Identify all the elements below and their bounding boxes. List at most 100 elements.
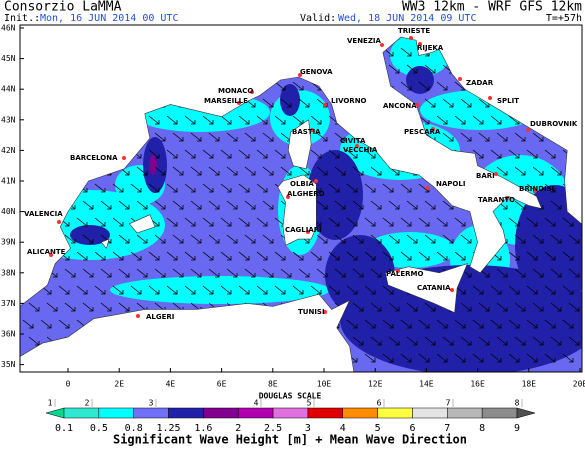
arrow bbox=[472, 115, 484, 125]
tick-label: 1.25 bbox=[156, 423, 180, 434]
init-label: Init.: bbox=[4, 13, 40, 24]
arrow bbox=[94, 217, 106, 227]
arrow bbox=[424, 336, 436, 346]
city-label: ALGERI bbox=[146, 313, 174, 321]
color-bin bbox=[307, 407, 344, 419]
arrow bbox=[526, 285, 538, 295]
arrow bbox=[190, 132, 202, 142]
city-label: VENEZIA bbox=[347, 37, 382, 45]
arrow bbox=[76, 285, 88, 295]
arrow bbox=[148, 251, 160, 261]
arrow bbox=[316, 268, 328, 278]
arrow bbox=[208, 268, 220, 278]
arrow bbox=[562, 285, 574, 295]
arrow bbox=[244, 200, 256, 210]
arrow bbox=[316, 166, 328, 176]
city-dot bbox=[49, 253, 53, 257]
arrow bbox=[544, 285, 556, 295]
arrow bbox=[490, 115, 502, 125]
city-dot bbox=[286, 195, 290, 199]
arrow bbox=[298, 268, 310, 278]
landmass bbox=[385, 263, 468, 314]
arrow bbox=[202, 183, 214, 193]
arrow bbox=[94, 183, 106, 193]
arrow bbox=[82, 234, 94, 244]
arrow bbox=[544, 251, 556, 261]
arrow bbox=[352, 302, 364, 312]
arrow bbox=[418, 251, 430, 261]
arrow bbox=[424, 64, 436, 74]
arrow bbox=[490, 353, 502, 363]
arrow bbox=[436, 353, 448, 363]
arrow bbox=[514, 302, 526, 312]
douglas-label: 5 bbox=[307, 399, 312, 408]
arrow bbox=[568, 268, 580, 278]
arrow bbox=[478, 302, 490, 312]
arrow bbox=[526, 149, 538, 159]
city-dot bbox=[57, 220, 61, 224]
caption: Significant Wave Height [m] + Mean Wave … bbox=[113, 433, 467, 447]
lon-label: 8E bbox=[268, 380, 278, 389]
city-label: PESCARA bbox=[404, 128, 441, 136]
arrow bbox=[328, 149, 340, 159]
arrow bbox=[100, 302, 112, 312]
city-dot bbox=[505, 196, 509, 200]
arrow bbox=[112, 183, 124, 193]
arrow bbox=[472, 353, 484, 363]
arrow bbox=[118, 200, 130, 210]
arrow bbox=[346, 217, 358, 227]
arrow bbox=[172, 166, 184, 176]
arrow bbox=[352, 234, 364, 244]
arrow bbox=[256, 251, 268, 261]
arrow bbox=[442, 98, 454, 108]
arrow bbox=[334, 268, 346, 278]
arrow bbox=[472, 285, 484, 295]
arrow bbox=[262, 132, 274, 142]
city-label: PALERMO bbox=[386, 270, 424, 278]
arrow bbox=[130, 251, 142, 261]
color-bin bbox=[133, 407, 169, 419]
arrow bbox=[202, 285, 214, 295]
arrow bbox=[514, 234, 526, 244]
lat-label: 42N bbox=[1, 146, 16, 155]
arrow bbox=[424, 98, 436, 108]
arrow bbox=[532, 302, 544, 312]
city-label: TRIESTE bbox=[398, 27, 430, 35]
arrow bbox=[208, 132, 220, 142]
arrow bbox=[172, 200, 184, 210]
city-dot bbox=[323, 310, 327, 314]
landmass bbox=[277, 174, 317, 246]
arrow bbox=[382, 251, 394, 261]
color-bin bbox=[481, 407, 518, 419]
arrow bbox=[220, 183, 232, 193]
arrow bbox=[310, 115, 322, 125]
city-label: LIVORNO bbox=[331, 97, 367, 105]
city-label: VALENCIA bbox=[24, 210, 63, 218]
arrow bbox=[280, 166, 292, 176]
arrow bbox=[328, 217, 340, 227]
city-label: BARCELONA bbox=[70, 154, 118, 162]
arrow bbox=[262, 200, 274, 210]
city-label: GENOVA bbox=[300, 68, 333, 76]
arrow bbox=[148, 183, 160, 193]
arrow bbox=[76, 251, 88, 261]
arrow bbox=[460, 98, 472, 108]
arrow bbox=[442, 336, 454, 346]
arrow bbox=[418, 217, 430, 227]
arrow bbox=[94, 251, 106, 261]
arrow bbox=[244, 234, 256, 244]
arrow bbox=[370, 234, 382, 244]
arrow bbox=[226, 166, 238, 176]
arrow bbox=[454, 353, 466, 363]
tick-label: 4 bbox=[340, 423, 346, 434]
arrow bbox=[118, 234, 130, 244]
color-bin bbox=[272, 407, 309, 419]
arrow bbox=[544, 183, 556, 193]
arrow bbox=[562, 251, 574, 261]
arrow bbox=[508, 319, 520, 329]
city-dot bbox=[458, 77, 462, 81]
arrow bbox=[352, 166, 364, 176]
city-dot bbox=[237, 101, 241, 105]
arrow bbox=[154, 268, 166, 278]
arrow bbox=[154, 166, 166, 176]
